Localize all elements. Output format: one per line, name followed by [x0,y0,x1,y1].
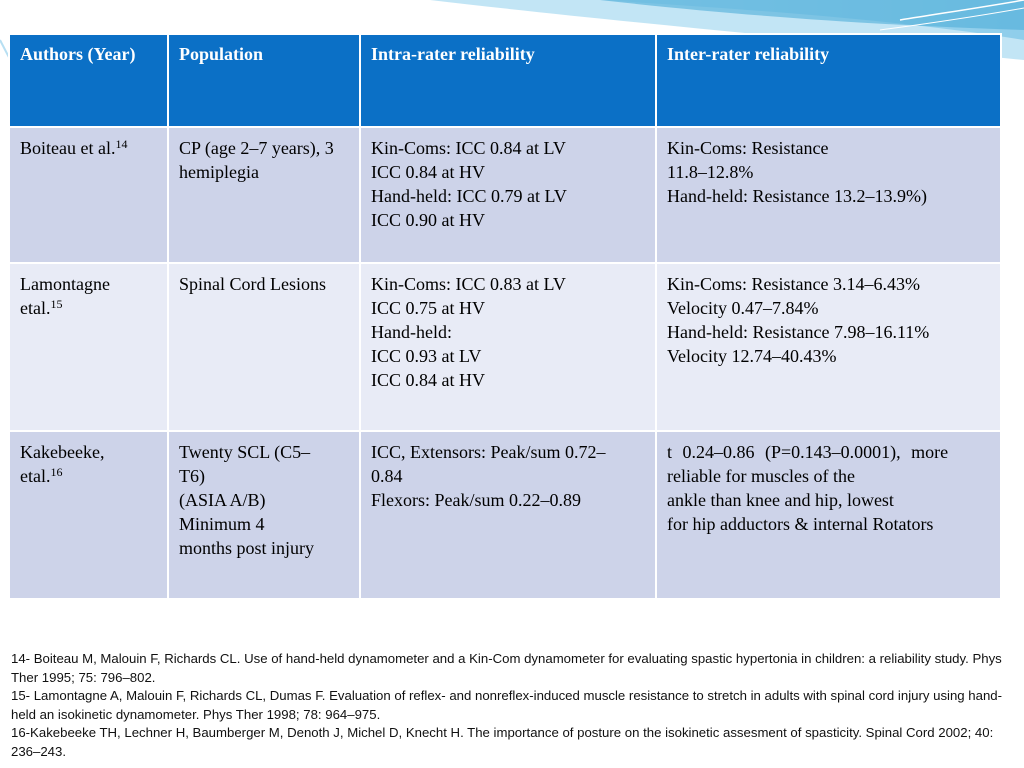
intra-line: ICC 0.90 at HV [371,210,485,230]
cell-intra-rater: ICC, Extensors: Peak/sum 0.72– 0.84 Flex… [359,430,657,600]
reference-14: 14- Boiteau M, Malouin F, Richards CL. U… [11,651,1002,685]
population-line: Minimum 4 [179,514,265,534]
population-line: CP (age 2–7 years), 3 [179,138,334,158]
cell-authors: Boiteau et al.14 [8,126,169,264]
intra-line: Hand-held: [371,322,452,342]
population-line: (ASIA A/B) [179,490,266,510]
cell-inter-rater: Kin-Coms: Resistance 11.8–12.8% Hand-hel… [655,126,1002,264]
table-header-row: Authors (Year) Population Intra-rater re… [8,33,1002,128]
reference-16: 16-Kakebeeke TH, Lechner H, Baumberger M… [11,725,994,759]
reliability-table: Authors (Year) Population Intra-rater re… [8,33,1002,600]
intra-line: Kin-Coms: ICC 0.83 at LV [371,274,566,294]
inter-line: t 0.24–0.86 (P=0.143–0.0001), more [667,442,949,462]
intra-line: ICC 0.75 at HV [371,298,485,318]
references-footnotes: 14- Boiteau M, Malouin F, Richards CL. U… [11,650,1016,762]
inter-line: 11.8–12.8% [667,162,754,182]
cell-population: CP (age 2–7 years), 3 hemiplegia [167,126,361,264]
population-line: T6) [179,466,205,486]
cell-intra-rater: Kin-Coms: ICC 0.83 at LV ICC 0.75 at HV … [359,262,657,432]
intra-line: Flexors: Peak/sum 0.22–0.89 [371,490,581,510]
inter-line: Velocity 12.74–40.43% [667,346,837,366]
intra-line: Kin-Coms: ICC 0.84 at LV [371,138,566,158]
table-row: Lamontagne etal.15 Spinal Cord Lesions K… [8,262,1002,432]
intra-line: ICC 0.84 at HV [371,162,485,182]
intra-line: 0.84 [371,466,403,486]
inter-line: Kin-Coms: Resistance 3.14–6.43% [667,274,920,294]
reference-superscript: 14 [115,137,128,151]
cell-authors: Kakebeeke, etal.16 [8,430,169,600]
reliability-table-container: Authors (Year) Population Intra-rater re… [8,33,1002,600]
author-name: Kakebeeke, [20,442,105,462]
cell-population: Spinal Cord Lesions [167,262,361,432]
inter-line: ankle than knee and hip, lowest [667,490,894,510]
reference-superscript: 15 [50,297,63,311]
inter-line: for hip adductors & internal Rotators [667,514,934,534]
inter-line: Hand-held: Resistance 13.2–13.9%) [667,186,927,206]
intra-line: ICC 0.93 at LV [371,346,482,366]
cell-inter-rater: Kin-Coms: Resistance 3.14–6.43% Velocity… [655,262,1002,432]
intra-line: Hand-held: ICC 0.79 at LV [371,186,567,206]
reference-15: 15- Lamontagne A, Malouin F, Richards CL… [11,688,1003,722]
cell-population: Twenty SCL (C5– T6) (ASIA A/B) Minimum 4… [167,430,361,600]
population-line: hemiplegia [179,162,259,182]
header-authors: Authors (Year) [8,33,169,128]
inter-line: Hand-held: Resistance 7.98–16.11% [667,322,930,342]
inter-line: reliable for muscles of the [667,466,855,486]
cell-inter-rater: t 0.24–0.86 (P=0.143–0.0001), more relia… [655,430,1002,600]
population-line: Spinal Cord Lesions [179,274,326,294]
inter-line: Kin-Coms: Resistance [667,138,829,158]
author-name: Lamontagne [20,274,110,294]
population-line: months post injury [179,538,315,558]
author-name-suffix: etal. [20,298,51,318]
reference-superscript: 16 [50,465,63,479]
author-name-suffix: etal. [20,466,51,486]
intra-line: ICC 0.84 at HV [371,370,485,390]
header-population: Population [167,33,361,128]
intra-line: ICC, Extensors: Peak/sum 0.72– [371,442,606,462]
population-line: Twenty SCL (C5– [179,442,311,462]
cell-authors: Lamontagne etal.15 [8,262,169,432]
table-row: Kakebeeke, etal.16 Twenty SCL (C5– T6) (… [8,430,1002,600]
cell-intra-rater: Kin-Coms: ICC 0.84 at LV ICC 0.84 at HV … [359,126,657,264]
header-inter-rater: Inter-rater reliability [655,33,1002,128]
author-name: Boiteau et al. [20,138,116,158]
header-intra-rater: Intra-rater reliability [359,33,657,128]
inter-line: Velocity 0.47–7.84% [667,298,819,318]
table-row: Boiteau et al.14 CP (age 2–7 years), 3 h… [8,126,1002,264]
